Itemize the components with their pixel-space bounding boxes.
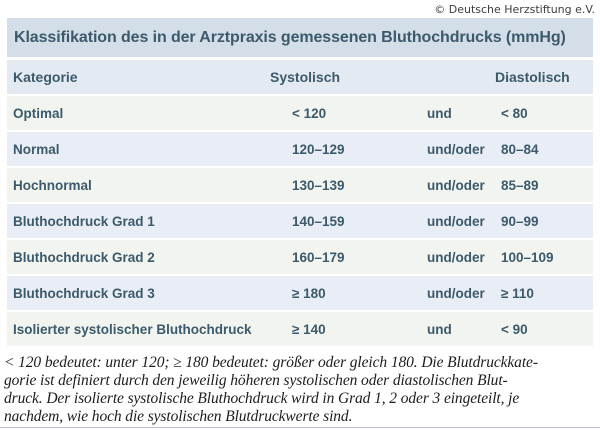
row-category: Isolierter systolischer Bluthochdruck [13,321,252,337]
row-diastolic: 85–89 [501,177,539,193]
row-systolic: 130–139 [292,177,345,193]
row-diastolic: 90–99 [501,213,539,229]
table-title-band: Klassifikation des in der Arztpraxis gem… [7,18,593,57]
row-connector: und [427,105,452,121]
footnote-line: gorie ist definiert durch den jeweilig h… [4,372,508,389]
row-category: Hochnormal [13,177,92,193]
table-row-grad1: Bluthochdruck Grad 1 140–159 und/oder 90… [7,204,593,238]
row-connector: und/oder [427,285,485,301]
row-diastolic: < 90 [501,321,528,337]
row-category: Bluthochdruck Grad 2 [13,249,155,265]
row-category: Optimal [13,105,64,121]
row-systolic: 160–179 [292,249,345,265]
footnote-line: < 120 bedeutet: unter 120; ≥ 180 bedeute… [4,354,538,371]
bottom-divider [0,427,600,428]
table-row-hochnormal: Hochnormal 130–139 und/oder 85–89 [7,168,593,202]
row-connector: und/oder [427,177,485,193]
table-row-normal: Normal 120–129 und/oder 80–84 [7,132,593,166]
row-systolic: 120–129 [292,141,345,157]
footnote: < 120 bedeutet: unter 120; ≥ 180 bedeute… [4,354,598,426]
row-connector: und/oder [427,249,485,265]
row-diastolic: 100–109 [501,249,554,265]
table-title: Klassifikation des in der Arztpraxis gem… [14,28,566,46]
row-diastolic: < 80 [501,105,528,121]
table-row-grad3: Bluthochdruck Grad 3 ≥ 180 und/oder ≥ 11… [7,276,593,310]
row-connector: und [427,321,452,337]
copyright-notice: © Deutsche Herzstiftung e.V. [434,3,595,16]
row-connector: und/oder [427,141,485,157]
row-systolic: ≥ 180 [292,285,326,301]
table-header-row: Kategorie Systolisch Diastolisch [7,60,593,94]
footnote-line: nachdem, wie hoch die systolischen Blutd… [4,408,353,425]
header-systolic: Systolisch [270,69,341,85]
blood-pressure-table: Klassifikation des in der Arztpraxis gem… [7,18,593,348]
row-connector: und/oder [427,213,485,229]
row-category: Bluthochdruck Grad 1 [13,213,155,229]
footnote-line: druck. Der isolierte systolische Bluthoc… [4,390,520,407]
row-systolic: < 120 [292,105,327,121]
row-category: Normal [13,141,60,157]
row-category: Bluthochdruck Grad 3 [13,285,155,301]
header-category: Kategorie [13,69,78,85]
table-row-optimal: Optimal < 120 und < 80 [7,96,593,130]
table-row-grad2: Bluthochdruck Grad 2 160–179 und/oder 10… [7,240,593,274]
row-systolic: 140–159 [292,213,345,229]
header-diastolic: Diastolisch [495,69,570,85]
row-systolic: ≥ 140 [292,321,326,337]
table-row-isolierter: Isolierter systolischer Bluthochdruck ≥ … [7,312,593,346]
row-diastolic: 80–84 [501,141,539,157]
row-diastolic: ≥ 110 [501,285,534,301]
